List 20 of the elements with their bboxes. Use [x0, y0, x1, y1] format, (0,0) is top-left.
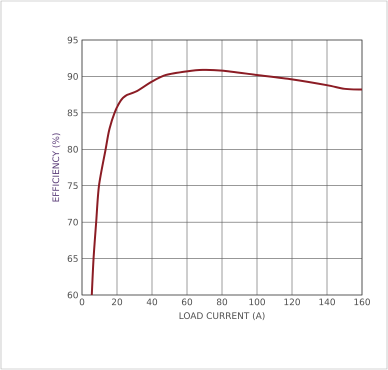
y-axis-title: EFFICIENCY (%) [52, 133, 60, 202]
y-tick-label: 75 [68, 182, 78, 190]
y-tick-label: 85 [68, 109, 78, 116]
x-axis-title: LOAD CURRENT (A) [180, 312, 265, 320]
x-tick-label: 160 [354, 298, 370, 306]
y-tick-label: 65 [68, 255, 78, 262]
y-tick-label: 90 [68, 73, 78, 80]
y-tick-label: 95 [68, 36, 78, 44]
line-series [90, 68, 362, 295]
x-tick-label: 120 [284, 298, 300, 306]
x-tick-label: 80 [216, 298, 228, 306]
y-tick-label: 80 [68, 146, 78, 153]
x-tick-label: 20 [112, 298, 122, 306]
y-tick-label: 60 [68, 292, 78, 298]
x-tick-label: 0 [80, 298, 84, 306]
x-tick-label: 40 [146, 298, 158, 306]
x-tick-label: 100 [249, 298, 265, 306]
x-tick-label: 140 [319, 298, 335, 306]
y-tick-label: 70 [68, 218, 78, 226]
x-tick-label: 60 [182, 298, 192, 306]
